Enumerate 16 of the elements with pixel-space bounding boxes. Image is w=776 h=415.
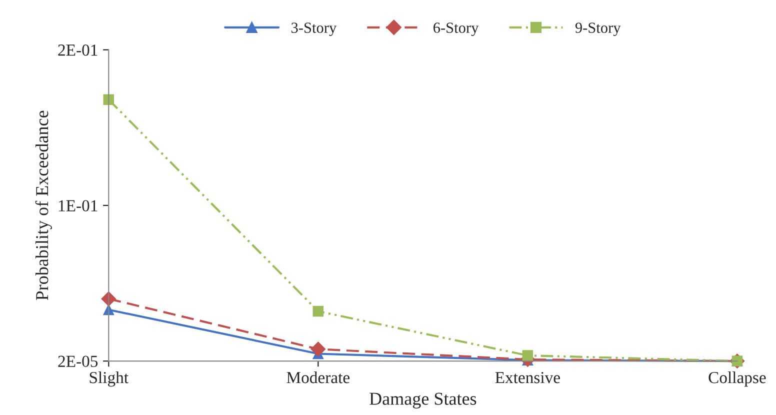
- x-tick-label: Collapse: [708, 371, 766, 387]
- point: [103, 94, 114, 105]
- legend-label: 6-Story: [434, 22, 479, 36]
- y-tick-label: 1E-01: [58, 200, 98, 212]
- y-axis-title: Probability of Exceedance: [35, 110, 52, 300]
- point: [312, 306, 324, 317]
- legend-label: 3-Story: [292, 22, 337, 36]
- x-tick-label: Extensive: [495, 372, 560, 384]
- x-tick-label: Slight: [90, 371, 128, 387]
- y-tick-label: 2E-05: [58, 356, 98, 367]
- point: [522, 350, 534, 361]
- legend-label: 9-Story: [575, 22, 621, 36]
- point: [310, 342, 326, 356]
- x-axis-title: Damage States: [370, 392, 476, 409]
- y-tick-label: 2E-01: [58, 44, 98, 56]
- x-tick-label: Moderate: [286, 371, 350, 384]
